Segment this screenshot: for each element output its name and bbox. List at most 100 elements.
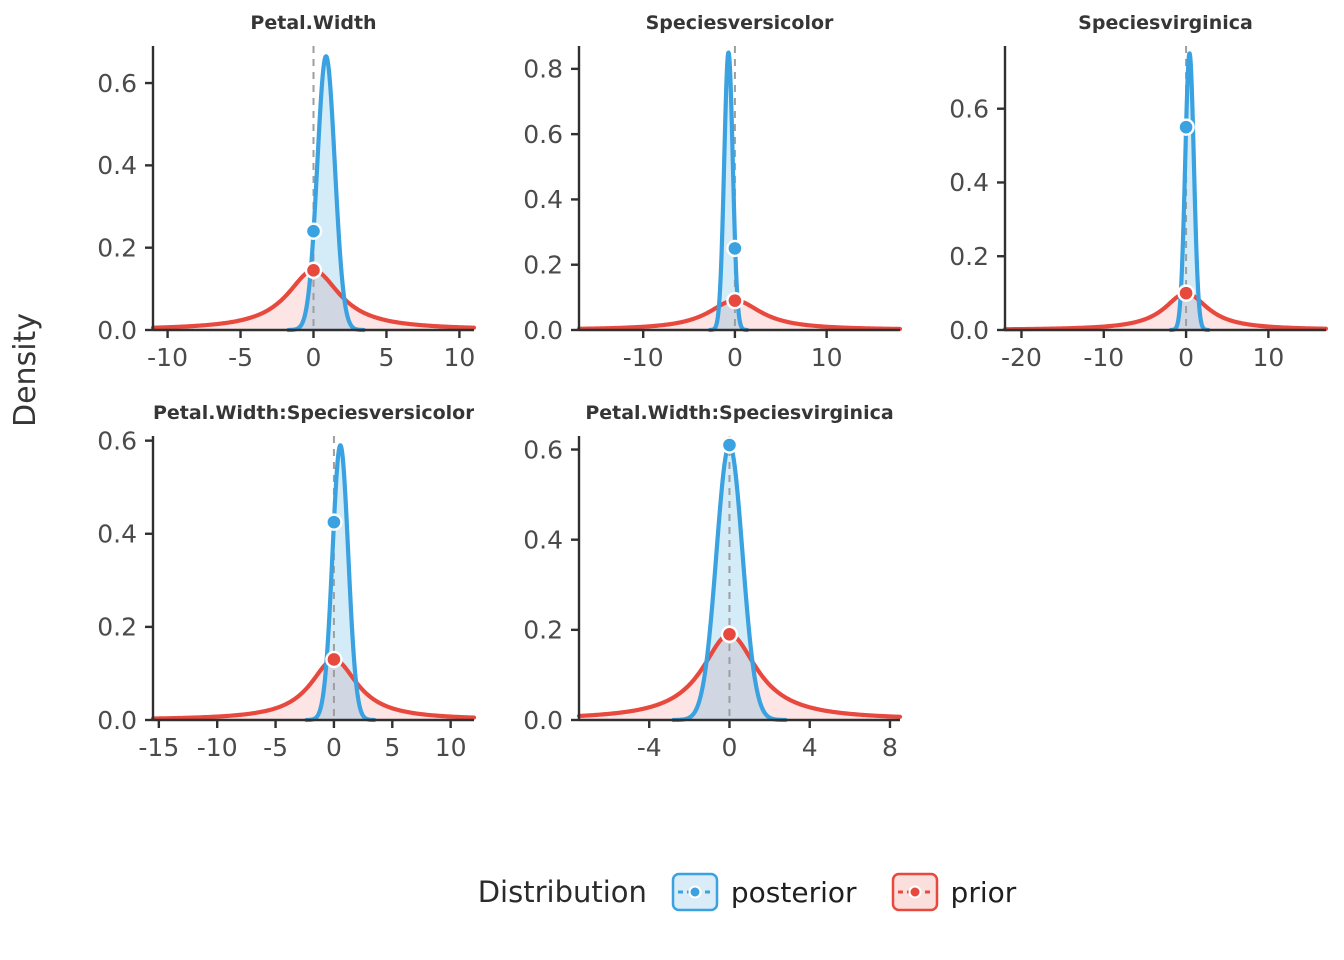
posterior-curve bbox=[1168, 51, 1211, 333]
x-tick-label: -10 bbox=[197, 733, 238, 762]
x-tick-label: -5 bbox=[228, 343, 253, 372]
x-tick-label: -5 bbox=[263, 733, 288, 762]
y-tick-label: 0.2 bbox=[97, 613, 137, 642]
y-tick-label: 0.4 bbox=[523, 185, 563, 214]
legend-entries: posterior prior bbox=[671, 872, 1016, 912]
posterior-density-dot bbox=[304, 222, 323, 240]
posterior-density-dot bbox=[726, 239, 744, 258]
prior-density-dot bbox=[304, 261, 323, 280]
facet-title: Petal.Width:Speciesversicolor bbox=[153, 402, 474, 424]
y-axis: 0.0 0.2 0.4 0.6 0.8 bbox=[523, 46, 581, 345]
facet-grid: Petal.Width 0.0 0.2 0.4 0.6 -10 -5 0 5 10 Speciesv… bbox=[58, 8, 1330, 776]
y-axis: 0.0 0.2 0.4 0.6 bbox=[523, 435, 581, 735]
facet-title: Speciesvirginica bbox=[1078, 12, 1253, 34]
x-tick-label: -4 bbox=[637, 733, 662, 762]
x-axis: -4 0 4 8 bbox=[579, 718, 900, 762]
y-axis: 0.0 0.2 0.4 0.6 bbox=[97, 426, 155, 735]
y-tick-label: 0.4 bbox=[949, 168, 989, 197]
x-tick-label: -10 bbox=[1083, 343, 1124, 372]
x-tick-label: -10 bbox=[147, 343, 188, 372]
x-tick-label: 0 bbox=[326, 733, 342, 762]
x-tick-label: 10 bbox=[1252, 343, 1284, 372]
x-tick-label: -10 bbox=[623, 343, 664, 372]
x-tick-label: 5 bbox=[379, 343, 395, 372]
facet-petal-width-speciesvirginica: Petal.Width:Speciesvirginica 0.0 0.2 0.4 0.6… bbox=[484, 398, 904, 776]
prior-area bbox=[153, 659, 474, 720]
x-axis: -10 -5 0 5 10 bbox=[147, 328, 476, 372]
x-tick-label: 0 bbox=[1178, 343, 1194, 372]
prior-density-dot bbox=[720, 625, 739, 644]
y-axis: 0.0 0.2 0.4 0.6 bbox=[949, 46, 1007, 345]
y-tick-label: 0.0 bbox=[97, 316, 137, 345]
prior-area bbox=[579, 634, 900, 720]
x-tick-label: 0 bbox=[727, 343, 743, 372]
x-axis: -15 -10 -5 0 5 10 bbox=[138, 718, 474, 762]
prior-density-dot bbox=[325, 650, 343, 669]
x-tick-label: 0 bbox=[306, 343, 322, 372]
facet-speciesvirginica: Speciesvirginica 0.0 0.2 0.4 0.6 -20 -10 0 10 bbox=[910, 8, 1330, 386]
y-axis: 0.0 0.2 0.4 0.6 bbox=[97, 46, 155, 345]
prior-density-dot bbox=[1177, 284, 1195, 302]
y-tick-label: 0.0 bbox=[949, 316, 989, 345]
prior-area bbox=[153, 270, 474, 330]
x-tick-label: -15 bbox=[138, 733, 179, 762]
facet-title: Speciesversicolor bbox=[645, 12, 834, 34]
x-tick-label: 0 bbox=[722, 733, 738, 762]
y-tick-label: 0.2 bbox=[523, 616, 563, 645]
x-tick-label: 5 bbox=[384, 733, 400, 762]
posterior-density-dot bbox=[720, 436, 739, 454]
y-tick-label: 0.4 bbox=[523, 525, 563, 554]
y-tick-label: 0.6 bbox=[97, 428, 137, 455]
y-tick-label: 0.4 bbox=[97, 151, 137, 180]
posterior-density-dot bbox=[325, 513, 343, 531]
y-tick-label: 0.6 bbox=[949, 94, 989, 123]
facet-plot: 0.0 0.2 0.4 0.6 0.8 -10 0 10 bbox=[523, 46, 903, 372]
posterior-density-dot bbox=[1177, 118, 1195, 136]
facet-title: Petal.Width bbox=[250, 12, 377, 34]
legend-label: posterior bbox=[730, 875, 857, 909]
legend: Distribution posterior prior bbox=[0, 872, 1344, 912]
y-tick-label: 0.2 bbox=[949, 242, 989, 271]
x-tick-label: 10 bbox=[811, 343, 843, 372]
x-tick-label: -20 bbox=[1001, 343, 1042, 372]
x-tick-label: 10 bbox=[435, 733, 467, 762]
facet-plot: 0.0 0.2 0.4 0.6 -20 -10 0 10 bbox=[949, 46, 1329, 372]
posterior-area bbox=[306, 445, 375, 720]
legend-title: Distribution bbox=[477, 875, 647, 909]
x-tick-label: 8 bbox=[882, 733, 898, 762]
y-tick-label: 0.4 bbox=[97, 520, 137, 549]
prior-curve bbox=[150, 657, 477, 721]
posterior-curve bbox=[286, 54, 366, 333]
posterior-area bbox=[1170, 53, 1209, 330]
prior-curve bbox=[1002, 291, 1329, 332]
y-tick-label: 0.0 bbox=[97, 706, 137, 735]
y-tick-label: 0.2 bbox=[97, 233, 137, 262]
prior-curve bbox=[576, 632, 903, 719]
posterior-curve bbox=[707, 50, 750, 333]
facet-title: Petal.Width:Speciesvirginica bbox=[585, 402, 894, 424]
y-tick-label: 0.6 bbox=[523, 120, 563, 149]
facet-plot: 0.0 0.2 0.4 0.6 -4 0 4 8 bbox=[523, 435, 903, 762]
prior-legend-key-icon bbox=[891, 872, 938, 912]
facet-petal-width: Petal.Width 0.0 0.2 0.4 0.6 -10 -5 0 5 10 bbox=[58, 8, 478, 386]
x-axis: -20 -10 0 10 bbox=[1001, 328, 1326, 372]
x-tick-label: 10 bbox=[444, 343, 476, 372]
facet-plot: 0.0 0.2 0.4 0.6 -10 -5 0 5 10 bbox=[97, 46, 477, 372]
posterior-area bbox=[288, 56, 364, 330]
legend-entry-prior: prior bbox=[891, 872, 1016, 912]
y-tick-label: 0.0 bbox=[523, 706, 563, 735]
y-tick-label: 0.2 bbox=[523, 250, 563, 279]
x-axis: -10 0 10 bbox=[579, 328, 900, 372]
posterior-legend-key-icon bbox=[671, 872, 719, 912]
y-axis-label: Density bbox=[8, 312, 43, 428]
x-tick-label: 4 bbox=[802, 733, 818, 762]
facet-speciesversicolor: Speciesversicolor 0.0 0.2 0.4 0.6 0.8 -10 0 10 bbox=[484, 8, 904, 386]
facet-plot: 0.0 0.2 0.4 0.6 -15 -10 -5 0 5 10 bbox=[97, 426, 477, 762]
y-tick-label: 0.6 bbox=[97, 69, 137, 98]
y-tick-label: 0.0 bbox=[523, 316, 563, 345]
y-tick-label: 0.6 bbox=[523, 435, 563, 464]
legend-entry-posterior: posterior bbox=[671, 872, 857, 912]
posterior-area bbox=[709, 52, 748, 330]
prior-density-dot bbox=[726, 291, 744, 310]
